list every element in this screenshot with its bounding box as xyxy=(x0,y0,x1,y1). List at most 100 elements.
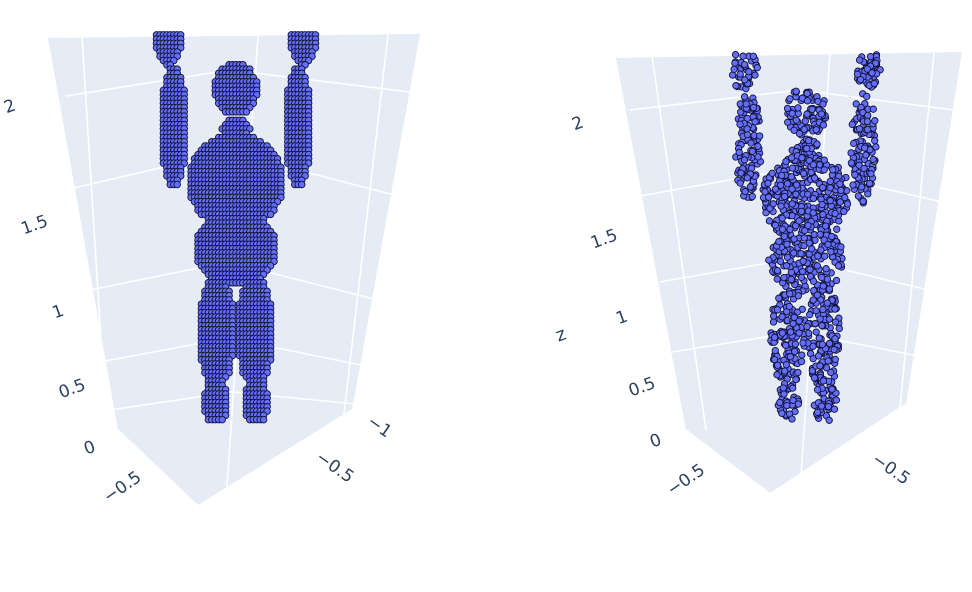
data-point xyxy=(786,95,794,103)
data-point xyxy=(863,125,872,134)
data-point xyxy=(756,132,764,140)
data-point xyxy=(745,68,753,76)
data-point xyxy=(788,415,796,423)
data-point xyxy=(765,256,773,264)
left-z-tick-0.5: 0.5 xyxy=(56,375,88,403)
data-point xyxy=(783,240,791,248)
data-point xyxy=(854,192,863,200)
data-point xyxy=(810,374,819,382)
scene-left[interactable]: 2 1.5 1 0.5 0 −0.5 −1 −0.5 xyxy=(1,31,420,508)
gridline xyxy=(685,429,771,495)
data-point xyxy=(783,104,792,113)
data-point xyxy=(865,179,874,188)
right-gridlines xyxy=(629,52,955,495)
data-point xyxy=(825,315,834,323)
left-y-tick-neg0.5: −0.5 xyxy=(312,447,357,487)
data-point xyxy=(814,252,822,260)
data-point xyxy=(803,97,812,105)
data-point xyxy=(788,200,796,208)
data-point xyxy=(813,262,821,270)
data-point xyxy=(777,202,785,210)
data-point xyxy=(739,52,747,60)
left-z-tick-2: 2 xyxy=(1,96,18,118)
data-point xyxy=(791,347,799,356)
data-point xyxy=(809,194,818,203)
data-point xyxy=(863,92,871,101)
data-point xyxy=(736,179,744,187)
data-point xyxy=(794,292,803,300)
data-point xyxy=(741,187,749,196)
data-point xyxy=(818,321,826,330)
data-point xyxy=(866,52,875,61)
data-point xyxy=(782,361,790,369)
data-point xyxy=(863,117,872,126)
data-point xyxy=(783,401,791,410)
data-point xyxy=(789,384,797,392)
data-point xyxy=(867,170,875,178)
data-point xyxy=(809,161,818,169)
data-point xyxy=(792,87,800,95)
data-point xyxy=(791,340,800,348)
data-point xyxy=(801,226,809,235)
data-point xyxy=(792,116,800,124)
data-point xyxy=(781,367,789,375)
data-point xyxy=(816,362,824,370)
data-point xyxy=(818,273,826,282)
data-point xyxy=(788,185,796,193)
data-point xyxy=(790,235,798,243)
data-point xyxy=(787,268,796,277)
right-z-tick-1.5: 1.5 xyxy=(588,225,620,253)
data-point xyxy=(843,200,852,208)
data-point xyxy=(820,156,828,164)
data-point xyxy=(789,396,797,404)
data-point xyxy=(821,252,829,260)
data-point xyxy=(853,70,862,78)
data-point xyxy=(770,355,779,364)
data-point xyxy=(819,282,827,290)
data-point xyxy=(826,184,834,192)
left-x-tick-neg0.5: −0.5 xyxy=(100,467,145,507)
data-point xyxy=(797,357,806,366)
data-point xyxy=(751,71,759,79)
data-point xyxy=(810,174,819,182)
data-point xyxy=(812,126,820,134)
data-point xyxy=(798,351,806,359)
data-point xyxy=(848,120,856,129)
data-point xyxy=(826,177,834,186)
data-point xyxy=(813,140,821,148)
data-point xyxy=(769,312,778,320)
data-point xyxy=(797,249,805,258)
data-point xyxy=(804,190,812,198)
data-point xyxy=(816,230,824,239)
right-z-tick-1: 1 xyxy=(613,307,630,329)
gridline xyxy=(81,36,107,421)
data-point xyxy=(803,89,811,98)
data-point xyxy=(773,266,782,275)
gridline xyxy=(229,69,411,93)
data-point xyxy=(818,200,826,209)
data-point xyxy=(812,328,820,336)
data-point xyxy=(795,217,803,225)
data-point xyxy=(869,155,877,164)
scene-right[interactable]: 2 1.5 1 0.5 0 −0.5 −0.5 z xyxy=(553,51,962,501)
data-point xyxy=(831,355,839,364)
right-z-tick-0: 0 xyxy=(647,430,664,452)
data-point xyxy=(783,180,792,188)
data-point xyxy=(799,257,807,265)
data-point xyxy=(821,222,830,230)
right-z-axis-title: z xyxy=(553,323,569,346)
data-point xyxy=(788,109,796,118)
data-point xyxy=(809,277,818,285)
data-point xyxy=(792,190,800,198)
data-point xyxy=(741,76,749,84)
data-point xyxy=(743,125,751,133)
data-point xyxy=(868,69,876,77)
right-point-cloud xyxy=(728,51,884,424)
data-point xyxy=(800,234,808,242)
data-point xyxy=(771,346,779,355)
data-point xyxy=(218,415,226,424)
gridline xyxy=(65,69,231,97)
data-point xyxy=(747,164,756,172)
data-point xyxy=(749,103,758,112)
data-point xyxy=(743,174,751,182)
